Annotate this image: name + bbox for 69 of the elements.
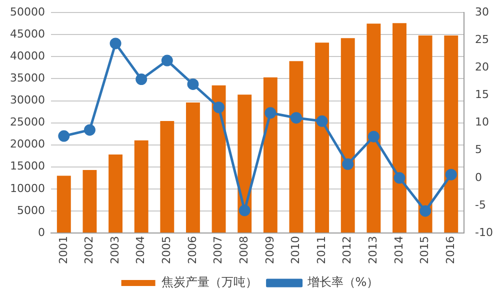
- bar: [108, 154, 122, 233]
- x-tick-label: 2009: [263, 236, 276, 264]
- bar: [160, 121, 174, 233]
- point: [342, 158, 354, 170]
- y-tick-label: 10000: [10, 182, 45, 195]
- x-tick-label: 2006: [186, 236, 199, 264]
- y-tick-label: 5000: [16, 204, 45, 217]
- point: [316, 115, 328, 127]
- y2-tick-label: 15: [475, 88, 490, 102]
- bar: [82, 170, 97, 233]
- point: [136, 74, 148, 86]
- bar: [212, 85, 226, 233]
- point: [394, 172, 406, 184]
- point: [84, 124, 96, 136]
- point: [110, 38, 122, 50]
- x-tick-label: 2001: [56, 236, 70, 264]
- y2-tick-label: 10: [475, 116, 490, 129]
- y-tick-label: 15000: [10, 160, 45, 173]
- y-tick-label: 30000: [10, 94, 45, 107]
- bar: [186, 102, 200, 233]
- bar: [418, 36, 432, 233]
- y-tick-label: 20000: [10, 138, 45, 151]
- x-tick-label: 2010: [289, 236, 302, 264]
- point: [264, 107, 276, 119]
- x-tick-label: 2003: [108, 236, 122, 264]
- y-tick-label: 50000: [10, 5, 45, 18]
- y2-tick-label: 30: [475, 5, 490, 18]
- point: [238, 204, 250, 216]
- bar: [56, 176, 71, 233]
- point: [368, 130, 380, 142]
- point: [420, 205, 432, 217]
- bar: [315, 42, 330, 233]
- y-tick-label: 0: [38, 226, 45, 239]
- y-tick-label: 35000: [10, 72, 45, 85]
- point: [58, 130, 70, 142]
- x-tick-label: 2011: [314, 236, 328, 264]
- legend-label: 焦炭产量（万吨）: [161, 275, 258, 290]
- point: [290, 112, 302, 124]
- x-tick-label: 2007: [212, 236, 225, 264]
- bar: [366, 24, 381, 233]
- bar: [340, 38, 355, 233]
- x-tick-label: 2004: [134, 236, 148, 264]
- y2-tick-label: 5: [475, 143, 482, 156]
- y2-tick-label: 20: [475, 60, 490, 74]
- bar: [392, 23, 406, 233]
- x-tick-label: 2015: [418, 236, 432, 264]
- point: [187, 78, 199, 90]
- bar: [134, 140, 148, 233]
- y2-tick-label: -10: [475, 226, 493, 239]
- x-tick-label: 2008: [237, 236, 250, 264]
- x-tick-label: 2016: [444, 236, 457, 264]
- x-tick-label: 2002: [82, 236, 96, 264]
- bar: [289, 61, 304, 233]
- x-tick-label: 2013: [366, 236, 380, 264]
- legend-label: 增长率（%）: [306, 275, 379, 290]
- point: [213, 102, 225, 114]
- point: [445, 168, 457, 180]
- y2-tick-label: 0: [475, 170, 482, 184]
- y-tick-label: 25000: [10, 116, 45, 129]
- bar: [263, 77, 278, 233]
- y-tick-label: 45000: [10, 28, 45, 40]
- x-tick-label: 2012: [340, 236, 354, 264]
- y2-tick-label: -5: [475, 198, 486, 212]
- y2-tick-label: 25: [475, 33, 490, 46]
- x-tick-label: 2005: [160, 236, 174, 264]
- x-tick-label: 2014: [392, 236, 406, 264]
- bar: [444, 36, 458, 233]
- y-tick-label: 40000: [10, 50, 45, 63]
- point: [161, 54, 173, 66]
